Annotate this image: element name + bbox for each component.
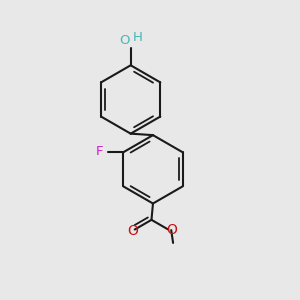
Text: O: O (119, 34, 129, 46)
Text: O: O (127, 224, 138, 238)
Text: H: H (132, 32, 142, 44)
Text: O: O (166, 224, 177, 237)
Text: F: F (96, 145, 103, 158)
